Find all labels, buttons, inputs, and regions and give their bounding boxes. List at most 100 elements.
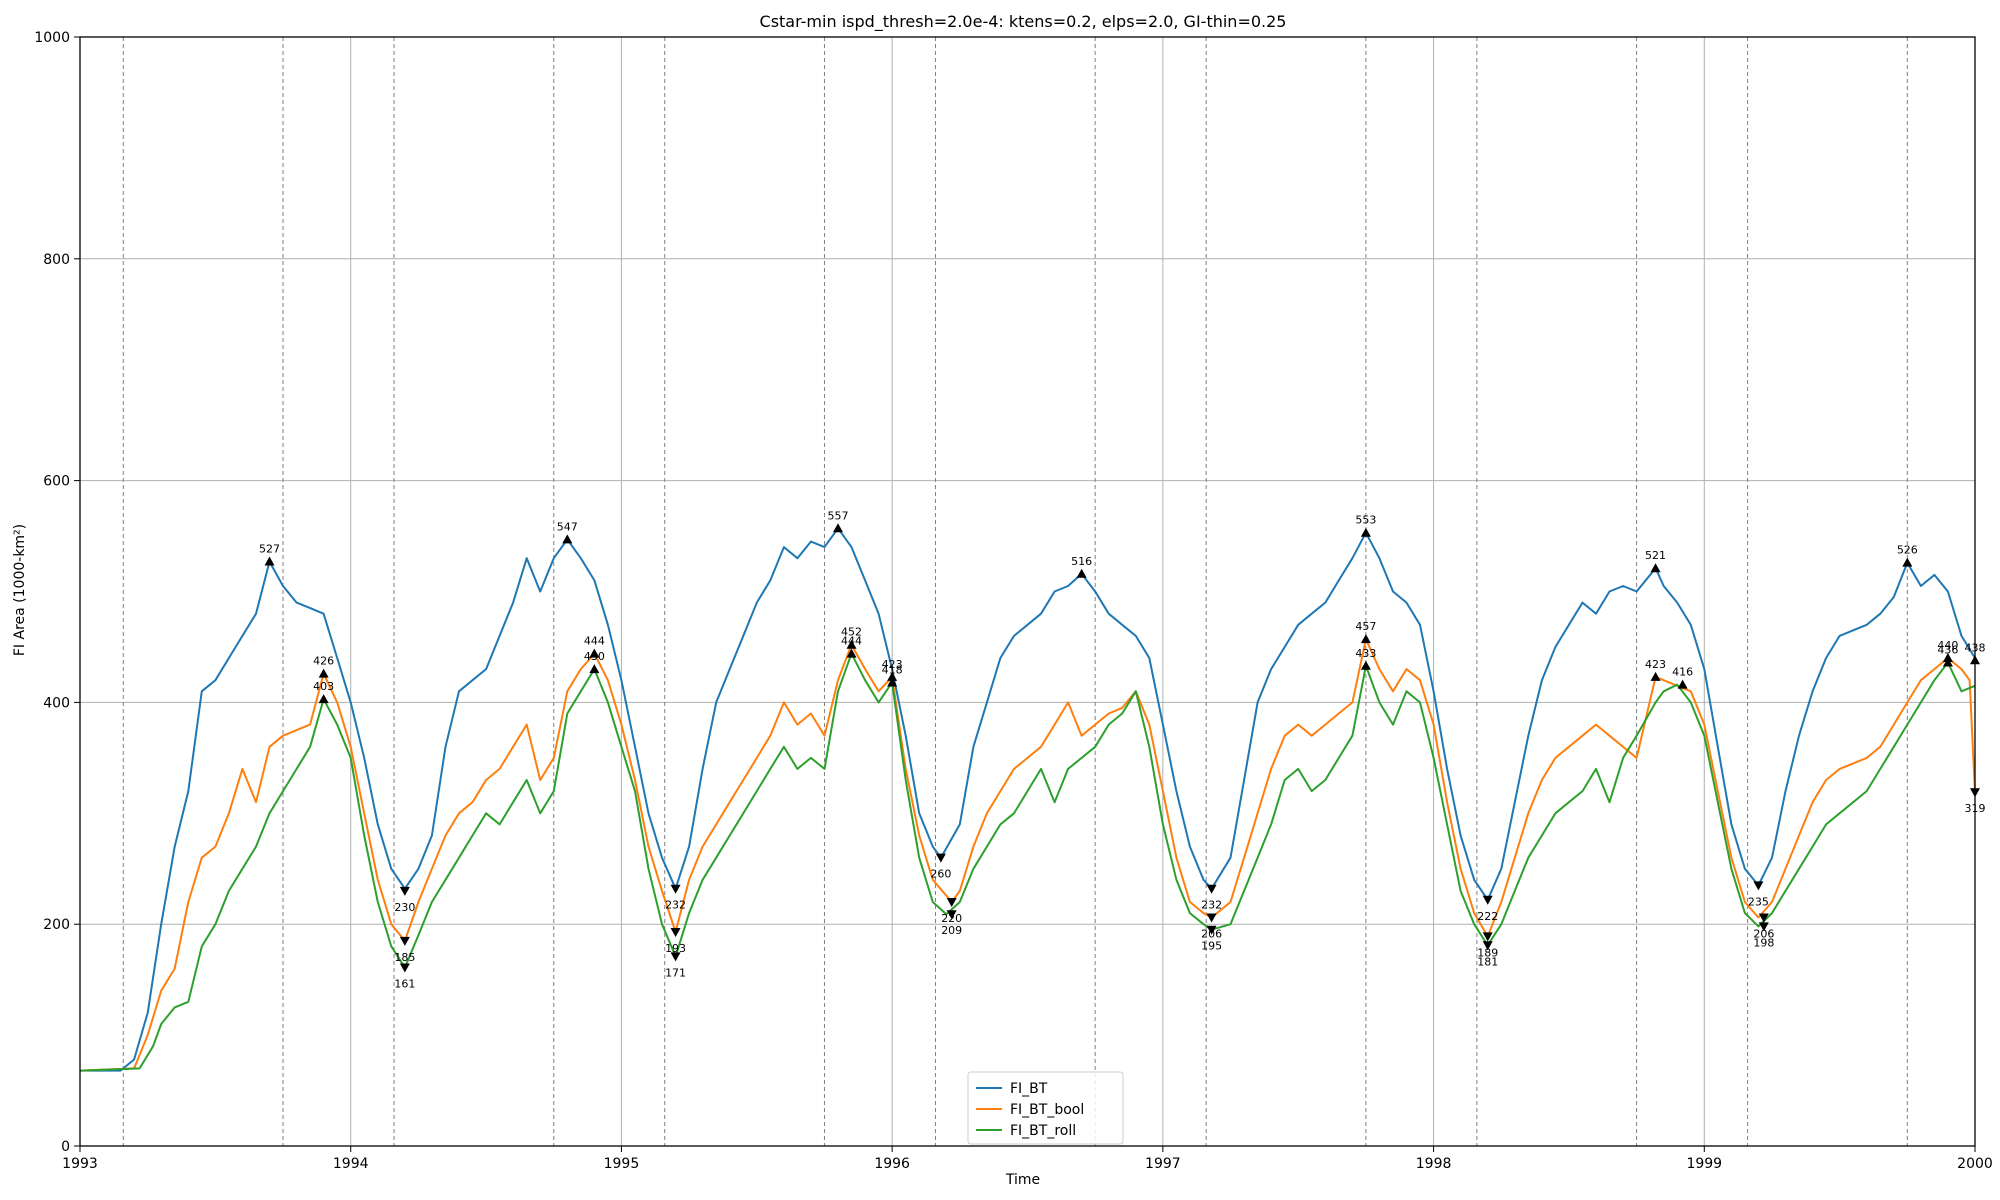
marker-up [1076,568,1087,578]
marker-label: 457 [1355,620,1376,633]
marker-up [1650,671,1661,681]
marker-down [1753,881,1764,891]
marker-label: 195 [1201,940,1222,953]
x-tick-label: 1996 [874,1156,910,1172]
chart-title: Cstar-min ispd_thresh=2.0e-4: ktens=0.2,… [760,12,1287,32]
marker-up [1677,679,1688,689]
legend-label: FI_BT_roll [1010,1123,1076,1139]
marker-down [670,952,681,962]
marker-up [318,694,329,704]
marker-label: 527 [259,543,280,556]
x-tick-label: 1994 [333,1156,369,1172]
marker-label: 181 [1477,955,1498,968]
marker-down [935,853,946,863]
marker-label: 526 [1897,544,1918,557]
axis-ticks: 1993 1994 1995 1996 1997 1998 1999 2000 0 200 400 6… [34,30,1992,1172]
x-tick-label: 1993 [62,1156,98,1172]
marker-label: 189 [1477,946,1498,959]
legend-label: FI_BT [1010,1081,1048,1097]
marker-label: 198 [1753,936,1774,949]
x-axis-label: Time [1005,1172,1040,1188]
x-tick-label: 1997 [1145,1156,1181,1172]
marker-up [1360,634,1371,644]
marker-up [846,639,857,649]
marker-label: 230 [394,901,415,914]
legend: FI_BT FI_BT_bool FI_BT_roll [967,1071,1124,1145]
marker-up [846,648,857,658]
marker-down [1482,941,1493,951]
marker-up [1360,660,1371,670]
marker-label: 416 [1672,666,1693,679]
marker-label: 521 [1645,549,1666,562]
marker-up [1942,657,1953,667]
marker-up [1650,563,1661,573]
series-lines [79,527,1976,1072]
marker-down [1758,922,1769,932]
marker-label: 418 [882,663,903,676]
marker-label: 193 [665,942,686,955]
marker-label: 209 [941,924,962,937]
y-tick-label: 800 [43,252,70,268]
marker-label: 547 [557,520,578,533]
marker-label: 222 [1477,910,1498,923]
marker-label: 516 [1071,555,1092,568]
marker-up [264,556,275,566]
marker-down [399,886,410,896]
marker-up [833,523,843,533]
marker-label: 260 [930,868,951,881]
y-tick-label: 200 [43,917,70,933]
marker-label: 403 [313,680,334,693]
marker-down [1206,925,1217,935]
marker-label: 232 [665,899,686,912]
marker-up [1360,527,1371,537]
marker-label: 171 [665,966,686,979]
marker-label: 436 [1937,643,1958,656]
marker-label: 444 [584,635,605,648]
marker-up [589,648,600,658]
marker-down [670,884,681,894]
marker-down [399,963,410,973]
marker-down [399,936,410,946]
marker-label: 206 [1753,928,1774,941]
marker-label: 426 [313,655,334,668]
x-tick-label: 2000 [1957,1156,1993,1172]
marker-down [1206,884,1217,894]
marker-label: 444 [841,635,862,648]
marker-down [946,898,957,908]
marker-down [670,927,681,937]
marker-label: 235 [1748,895,1769,908]
marker-up [887,671,898,681]
series-line-fi-bt-roll [79,652,1976,1072]
x-tick-label: 1995 [604,1156,640,1172]
marker-down [1482,932,1493,942]
marker-down [946,910,957,920]
marker-label: 161 [394,977,415,990]
y-tick-label: 600 [43,474,70,490]
marker-down [1758,913,1769,923]
marker-label: 232 [1201,899,1222,912]
marker-up [887,677,898,687]
marker-label: 452 [841,626,862,639]
marker-down [1482,895,1493,905]
marker-label: 430 [584,650,605,663]
y-tick-label: 1000 [34,30,70,46]
marker-up [589,664,600,674]
marker-label: 557 [828,509,849,522]
legend-label: FI_BT_bool [1010,1102,1084,1118]
y-tick-label: 0 [61,1139,70,1155]
marker-up [562,534,573,544]
marker-label: 423 [882,658,903,671]
marker-label: 423 [1645,658,1666,671]
marker-label: 433 [1355,647,1376,660]
marker-label: 440 [1937,639,1958,652]
marker-label: 185 [394,951,415,964]
y-tick-label: 400 [43,695,70,711]
marker-down [1206,913,1217,923]
x-tick-label: 1999 [1686,1156,1722,1172]
x-tick-label: 1998 [1416,1156,1452,1172]
marker-label: 553 [1355,514,1376,527]
dashed-vertical-lines [122,37,1908,1146]
legend-box [967,1071,1124,1145]
